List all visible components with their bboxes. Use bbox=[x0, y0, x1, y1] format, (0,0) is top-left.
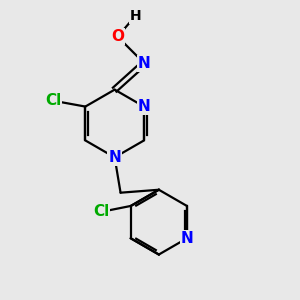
Text: Cl: Cl bbox=[93, 204, 110, 219]
Text: H: H bbox=[130, 9, 141, 23]
Text: N: N bbox=[138, 56, 151, 70]
Text: N: N bbox=[181, 231, 193, 246]
Text: Cl: Cl bbox=[45, 93, 61, 108]
Text: N: N bbox=[108, 150, 121, 165]
Text: N: N bbox=[138, 99, 150, 114]
Text: O: O bbox=[111, 29, 124, 44]
